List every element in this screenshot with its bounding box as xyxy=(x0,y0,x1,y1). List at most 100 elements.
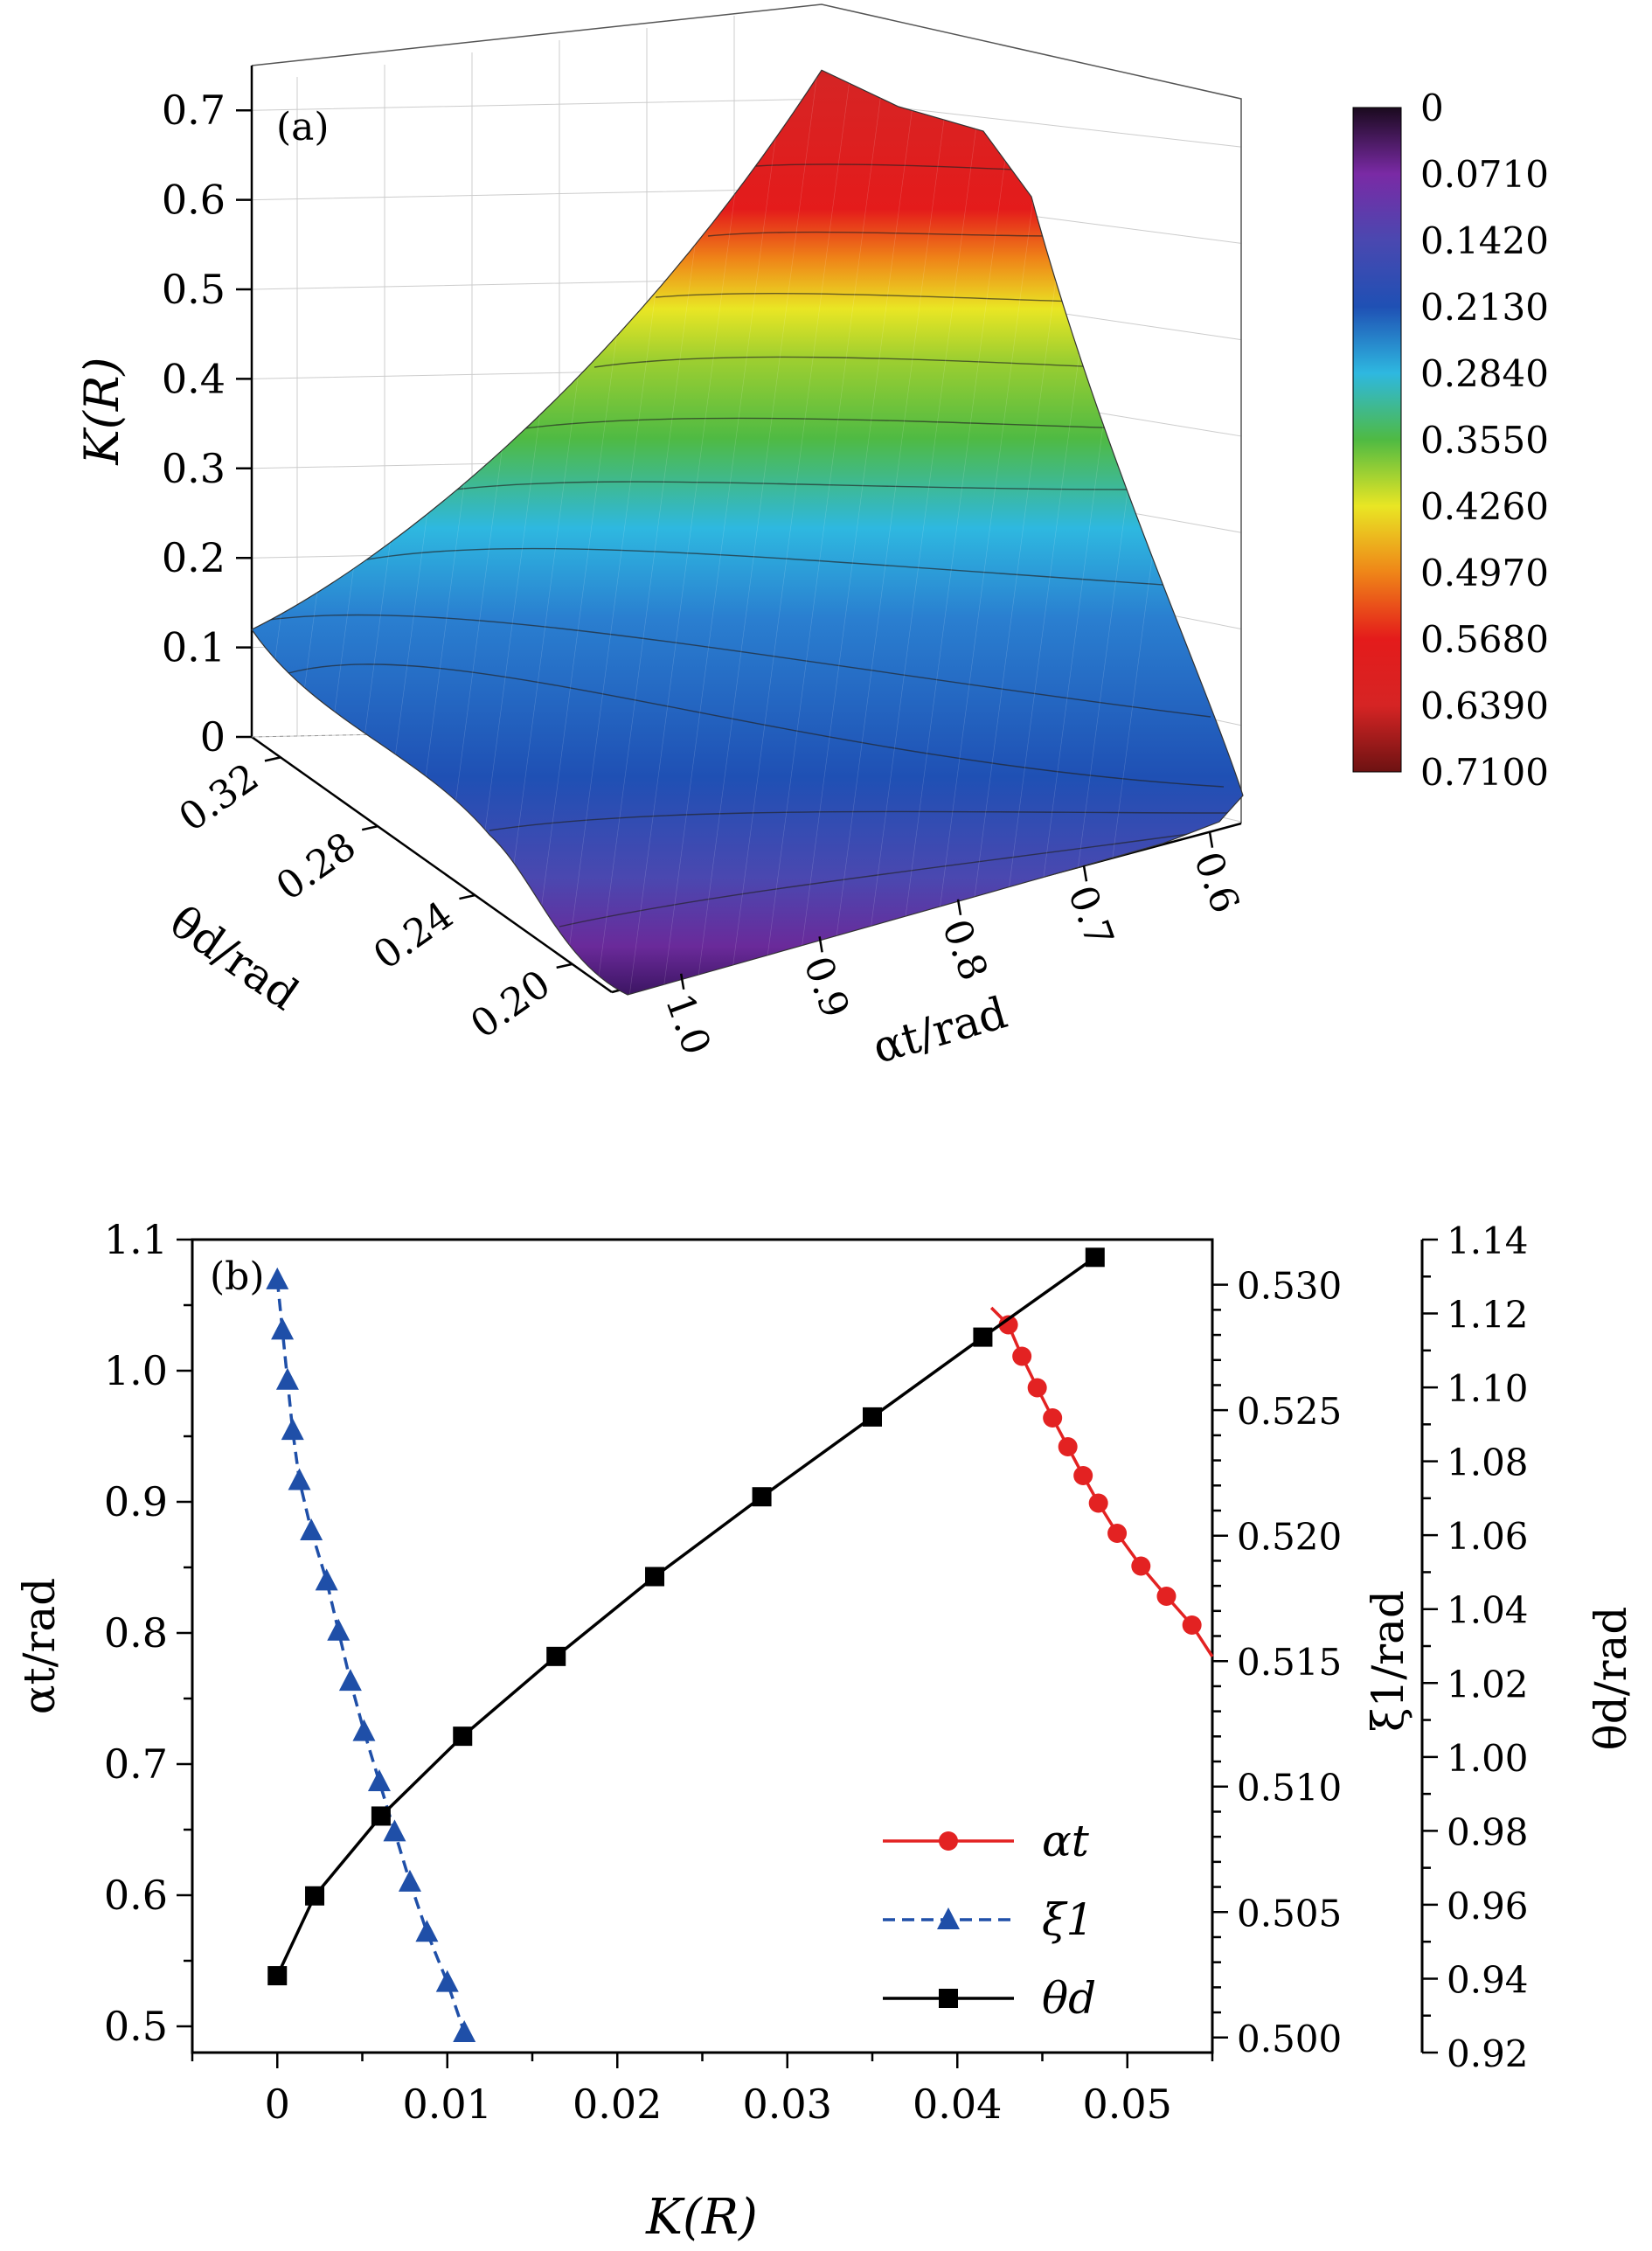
alpha-axis-label-text: αt/rad xyxy=(867,987,1012,1073)
theta-tick xyxy=(361,824,378,831)
series-alpha xyxy=(989,1306,1214,1657)
alpha-tick-label: 0.7 xyxy=(1059,880,1122,953)
theta-tick xyxy=(556,962,573,969)
contour-line xyxy=(288,663,1225,788)
data-point xyxy=(266,1267,289,1289)
panel-b-label: (b) xyxy=(210,1254,265,1299)
right-y-axis-label-text: ξ1/rad xyxy=(1363,1590,1413,1732)
data-point xyxy=(1073,1466,1093,1485)
far-right-y-tick-label: 1.14 xyxy=(1447,1219,1529,1262)
data-point xyxy=(275,1367,299,1390)
mesh-line xyxy=(828,70,961,996)
panel-a-label: (a) xyxy=(276,105,330,149)
data-point xyxy=(267,1966,288,1986)
right-y-axis-ticks: 0.500 0.505 0.510 0.515 0.520 0.525 0.530 xyxy=(1212,1265,1342,2060)
data-point xyxy=(1131,1556,1151,1576)
mesh-line xyxy=(252,70,296,996)
far-right-y-tick-label: 1.08 xyxy=(1447,1442,1529,1484)
contour-line xyxy=(593,356,1102,368)
panel-a-surface-plot: 0 0.1 0.2 0.3 0.4 0.5 0.6 0.7 1.0 0.9 0.8 0.7 0.6 0… xyxy=(74,3,1549,1073)
colorbar-bar xyxy=(1352,107,1402,773)
mesh-line xyxy=(861,70,994,996)
data-point xyxy=(1085,1247,1105,1268)
alpha-tick-label: 0.8 xyxy=(934,914,996,986)
z-tick-label: 0.1 xyxy=(162,624,226,671)
back-grid-line xyxy=(251,98,1242,148)
colorbar-label: 0.3550 xyxy=(1420,419,1549,462)
data-point xyxy=(1043,1408,1063,1428)
alpha-tick xyxy=(679,973,685,990)
left-y-tick-label: 0.9 xyxy=(104,1478,168,1525)
mesh-line xyxy=(761,70,894,996)
data-point xyxy=(398,1869,421,1892)
colorbar-label: 0.4260 xyxy=(1420,485,1549,528)
far-right-y-tick-label: 1.00 xyxy=(1447,1737,1529,1780)
theta-tick xyxy=(264,756,281,762)
colorbar-label: 0.5680 xyxy=(1420,618,1549,661)
z-axis-label-text: K(R) xyxy=(74,357,129,465)
contour-line xyxy=(524,417,1124,429)
theta-axis-label: θd/rad xyxy=(161,896,308,1020)
alpha-tick-label: 0.9 xyxy=(795,951,857,1024)
series-line xyxy=(275,1255,1096,1977)
legend-marker xyxy=(939,1989,958,2008)
series-theta xyxy=(267,1247,1105,1986)
legend-label: θd xyxy=(1042,1973,1096,2024)
legend-label: ξ1 xyxy=(1042,1894,1093,1945)
left-y-axis-label-text: αt/rad xyxy=(14,1578,65,1714)
x-tick-label: 0.04 xyxy=(913,2081,1002,2128)
colorbar-label: 0 xyxy=(1420,87,1444,129)
colorbar-label: 0.2840 xyxy=(1420,352,1549,395)
data-point xyxy=(973,1327,993,1347)
data-point xyxy=(338,1669,362,1692)
data-point xyxy=(288,1468,311,1490)
far-right-y-tick-label: 0.92 xyxy=(1447,2032,1529,2075)
data-point xyxy=(453,1726,473,1747)
data-point xyxy=(998,1315,1018,1335)
x-axis-ticks: 0 0.01 0.02 0.03 0.04 0.05 xyxy=(191,2053,1214,2128)
data-point xyxy=(300,1518,323,1540)
alpha-tick xyxy=(1208,831,1214,848)
x-tick-label: 0 xyxy=(265,2081,290,2128)
far-right-y-tick-label: 1.02 xyxy=(1447,1663,1529,1706)
z-tick-label: 0.2 xyxy=(162,534,226,581)
data-point xyxy=(1107,1524,1128,1543)
contour-line xyxy=(707,231,1059,237)
x-tick-label: 0.05 xyxy=(1083,2081,1172,2128)
far-right-y-tick-label: 0.94 xyxy=(1447,1958,1529,2001)
data-point xyxy=(415,1920,439,1942)
right-y-axis-label: ξ1/rad xyxy=(1363,1590,1413,1732)
z-tick-label: 0 xyxy=(200,713,226,761)
colorbar-label: 0.6390 xyxy=(1420,684,1549,727)
data-point xyxy=(327,1618,351,1641)
z-axis-label: K(R) xyxy=(74,357,129,465)
theta-axis-label-text: θd/rad xyxy=(161,896,308,1020)
series-layer xyxy=(266,1247,1214,2043)
z-axis-ticks: 0 0.1 0.2 0.3 0.4 0.5 0.6 0.7 xyxy=(162,87,252,761)
alpha-tick xyxy=(818,936,823,953)
colorbar-label: 0.1420 xyxy=(1420,219,1549,262)
colorbar: 0 0.0710 0.1420 0.2130 0.2840 0.3550 0.4260 0.4… xyxy=(1352,87,1549,794)
panel-b-line-plot: 0 0.01 0.02 0.03 0.04 0.05 0.5 0.6 0.7 0.8 0.9 1.0… xyxy=(14,1216,1636,2246)
surface xyxy=(251,69,1244,996)
left-y-tick-label: 0.8 xyxy=(104,1609,168,1657)
data-point xyxy=(1088,1493,1108,1513)
alpha-axis-label: αt/rad xyxy=(867,987,1012,1073)
x-axis-label: K(R) xyxy=(645,2189,758,2246)
back-wall-edge xyxy=(251,3,1242,823)
left-y-tick-label: 0.6 xyxy=(104,1872,168,1919)
data-point xyxy=(1182,1615,1202,1635)
mesh-line xyxy=(695,70,828,996)
contour-line xyxy=(655,293,1080,302)
data-point xyxy=(1012,1346,1032,1366)
z-tick-label: 0.6 xyxy=(162,177,226,224)
far-right-y-axis-ticks: 0.92 0.94 0.96 0.98 1.00 1.02 1.04 1.06 1.08 1.10… xyxy=(1422,1219,1529,2075)
theta-axis-line xyxy=(251,735,613,994)
data-point xyxy=(1027,1378,1047,1398)
data-point xyxy=(305,1886,325,1906)
theta-tick xyxy=(459,893,475,900)
left-y-axis-label: αt/rad xyxy=(14,1578,65,1714)
far-right-y-tick-label: 1.06 xyxy=(1447,1515,1529,1558)
colorbar-label: 0.2130 xyxy=(1420,286,1549,329)
